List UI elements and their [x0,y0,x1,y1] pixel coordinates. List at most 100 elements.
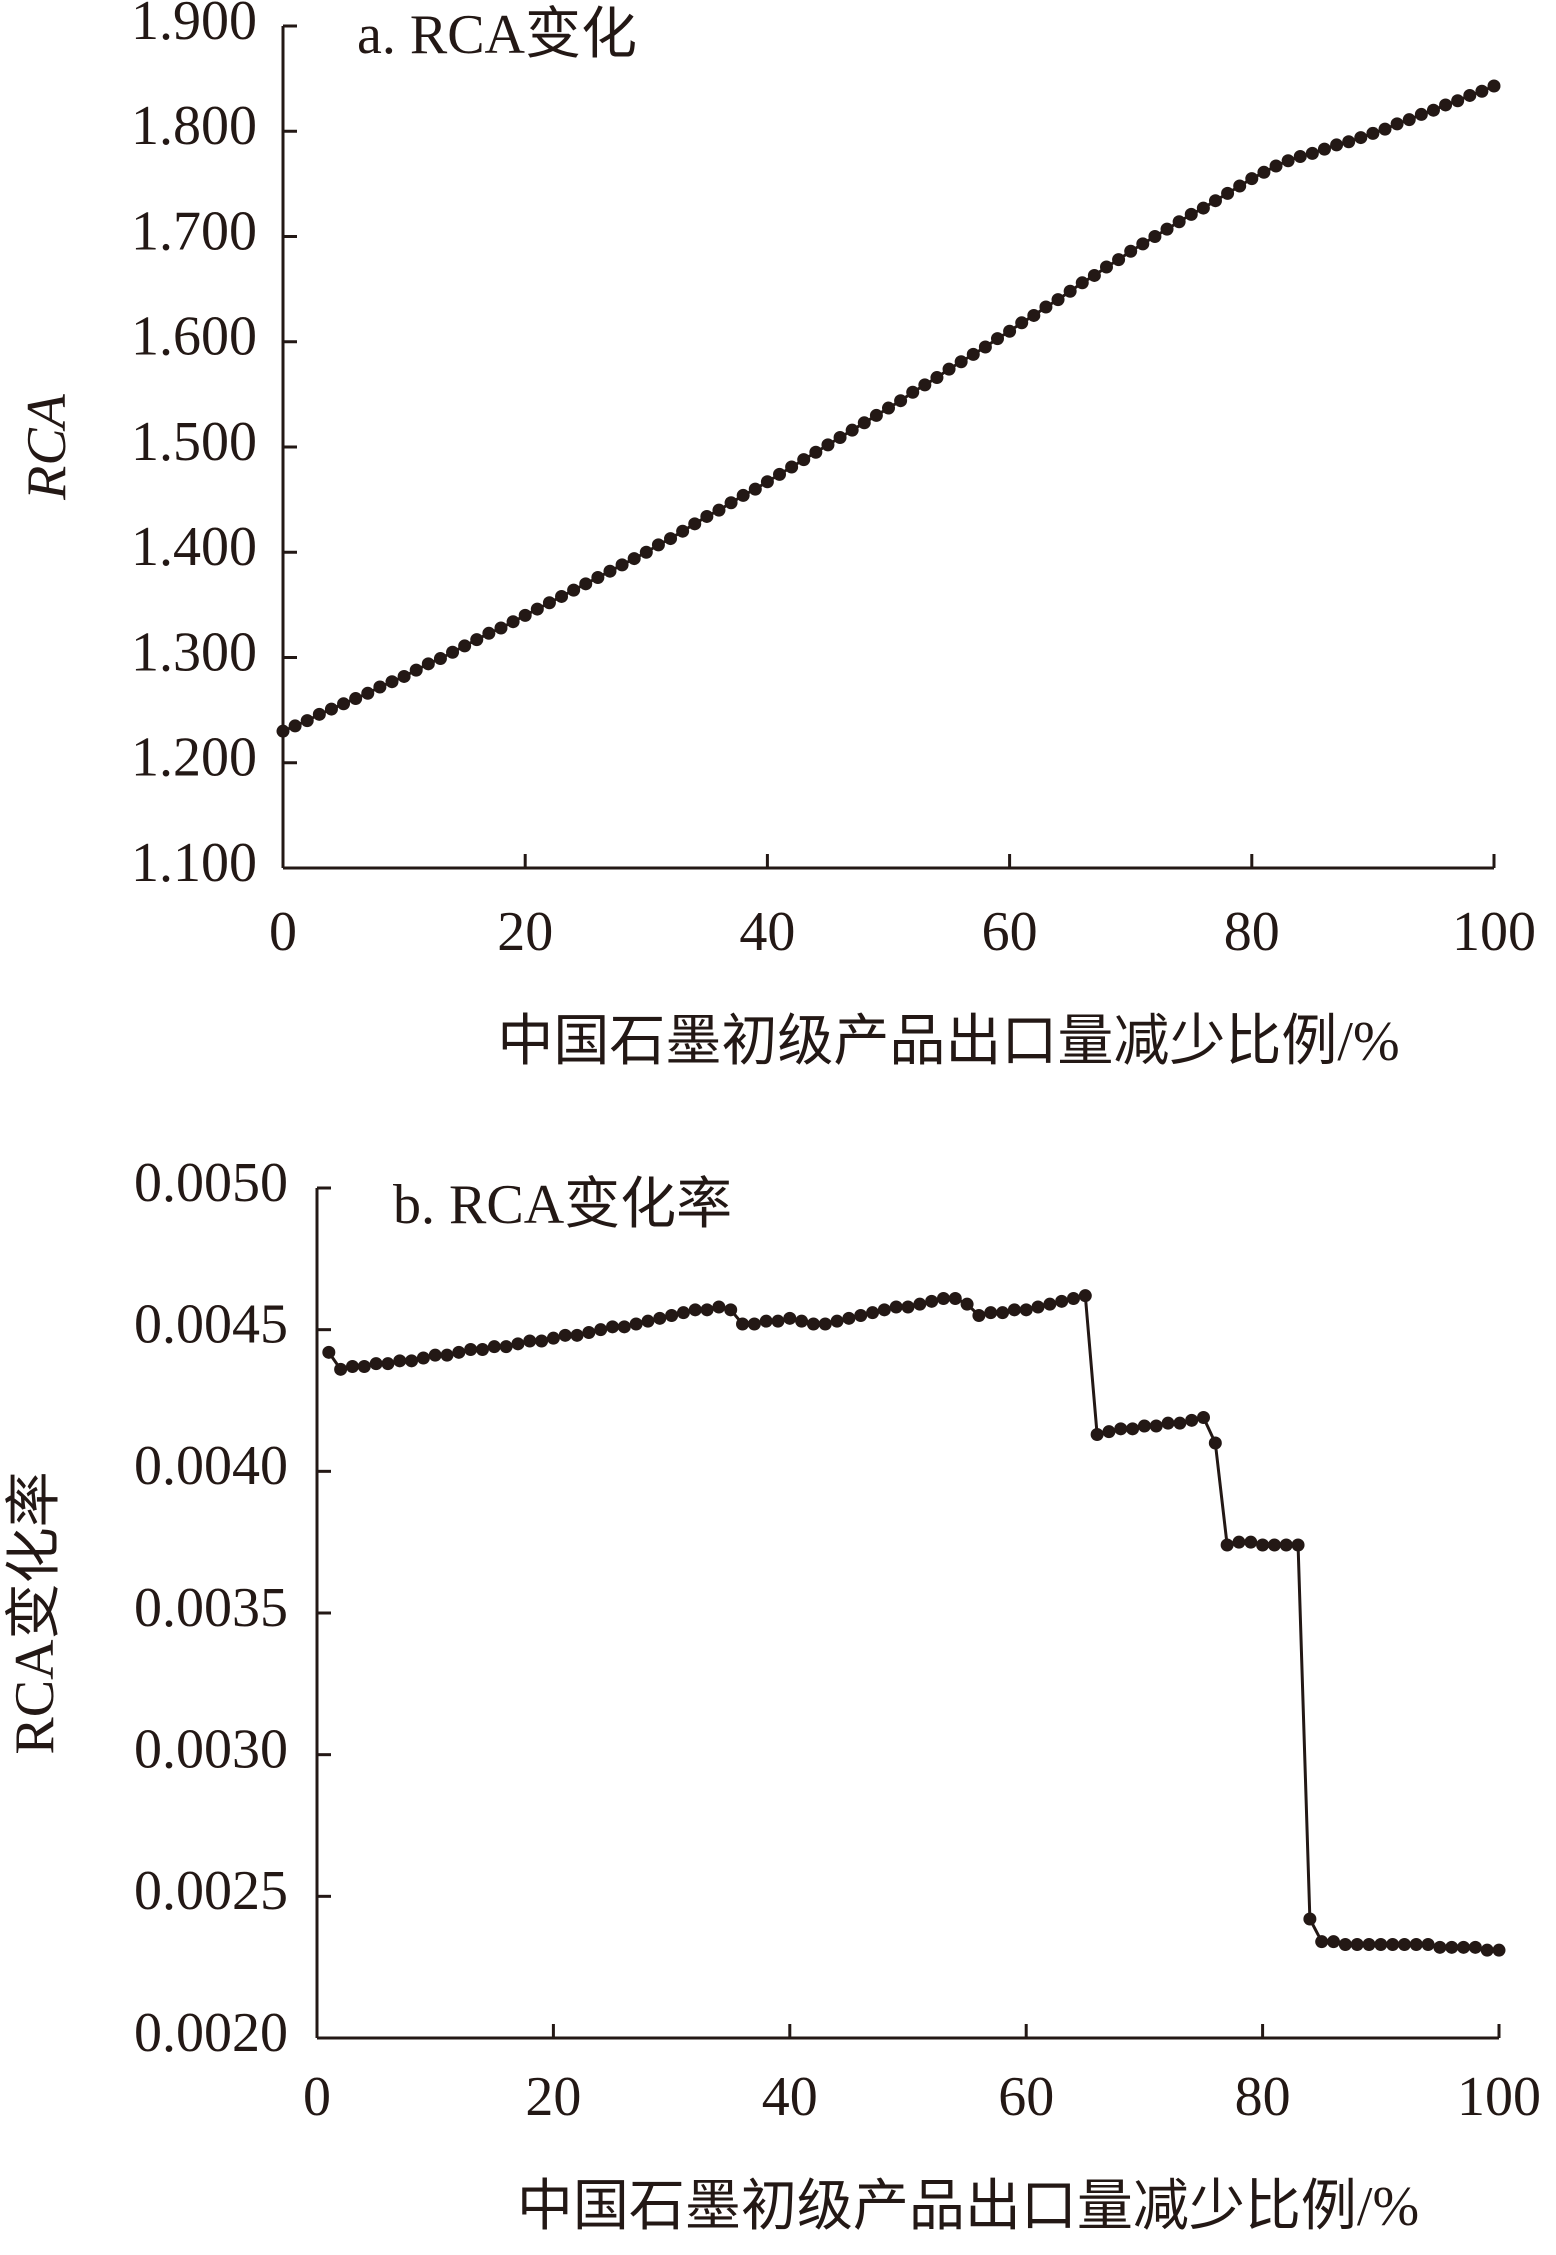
data-point [712,1300,726,1314]
data-point [759,1314,773,1328]
data-point [1293,150,1307,164]
data-point [582,1326,596,1339]
y-tick-label: 1.100 [131,832,257,894]
y-tick-label: 0.0020 [134,2002,288,2064]
data-point [978,340,992,354]
data-point [809,445,823,459]
data-point [1315,1935,1329,1949]
y-tick-label: 1.500 [131,411,257,473]
data-point [894,394,908,408]
data-point [1245,172,1259,186]
x-tick-label: 20 [525,2066,581,2128]
data-point [1075,276,1089,290]
y-tick-label: 1.800 [131,95,257,157]
data-point [1078,1289,1092,1303]
data-point [357,1360,371,1373]
data-point [1487,79,1501,93]
data-point [724,1303,738,1317]
data-point [1414,107,1428,121]
data-point [818,1317,832,1331]
data-point [518,608,532,622]
data-point [1338,1938,1352,1951]
data-point [499,1340,513,1354]
data-point [1317,142,1331,156]
data-point [288,719,302,733]
data-point [948,1292,962,1305]
data-point [665,1309,679,1322]
data-point [470,633,484,647]
data-point [972,1309,986,1322]
data-point [1475,84,1489,98]
data-point [821,438,835,452]
data-point [901,1300,915,1314]
data-point [1480,1943,1494,1957]
data-point [771,1314,785,1328]
x-axis-label: 中国石墨初级产品出口量减少比例/% [517,2176,1419,2238]
data-point [1409,1938,1423,1951]
data-point [845,423,859,437]
data-point [773,467,787,481]
data-point [428,1348,442,1362]
data-point [854,1309,868,1322]
data-point [440,1348,454,1362]
data-point [276,724,290,738]
data-point [1148,230,1162,243]
data-point [1366,126,1380,140]
data-point [1233,179,1247,193]
data-point [397,669,411,683]
data-point [1039,300,1053,314]
data-point [606,1320,619,1334]
data-point [1421,1938,1435,1951]
data-point [433,652,447,666]
data-point [783,1311,797,1325]
data-point [1354,131,1368,145]
data-point [960,1297,974,1311]
data-point [664,532,678,546]
data-point [1197,1411,1210,1424]
data-point [1269,159,1283,173]
x-axis-label: 中国石墨初级产品出口量减少比例/% [497,1011,1399,1073]
data-point [1374,1938,1388,1951]
data-point [1063,284,1077,298]
y-tick-label: 0.0025 [134,1860,288,1922]
y-axis-label: RCA [16,393,78,501]
data-point [1184,207,1198,221]
data-point [1208,1436,1222,1450]
data-point [416,1351,430,1365]
data-point [1087,268,1101,282]
data-point [1433,1940,1447,1954]
y-tick-label: 1.200 [131,727,257,789]
data-point [446,645,460,659]
y-tick-label: 0.0050 [134,1152,288,1214]
data-point [421,657,435,671]
data-point [475,1343,489,1356]
data-point [688,517,702,531]
data-point [785,460,799,474]
x-tick-label: 20 [497,901,553,963]
data-point [651,538,665,552]
data-point [1160,222,1174,236]
data-point [627,552,641,566]
data-point [615,558,629,572]
y-tick-label: 1.700 [131,200,257,262]
data-point [1173,1416,1187,1430]
data-point [1220,1538,1234,1552]
data-point [724,496,738,510]
data-point [487,1340,501,1354]
data-point [1172,215,1186,229]
y-tick-label: 0.0035 [134,1577,288,1639]
data-point [1185,1413,1199,1427]
x-tick-label: 60 [998,2066,1054,2128]
data-point [747,1317,761,1331]
data-point [385,675,399,689]
data-point [906,385,920,399]
data-point [954,355,968,369]
data-point [381,1357,395,1371]
data-point [700,509,714,523]
data-point [936,1292,950,1305]
data-point [1003,324,1017,338]
data-point [797,453,811,467]
data-point [1451,94,1465,108]
data-point [882,401,895,415]
